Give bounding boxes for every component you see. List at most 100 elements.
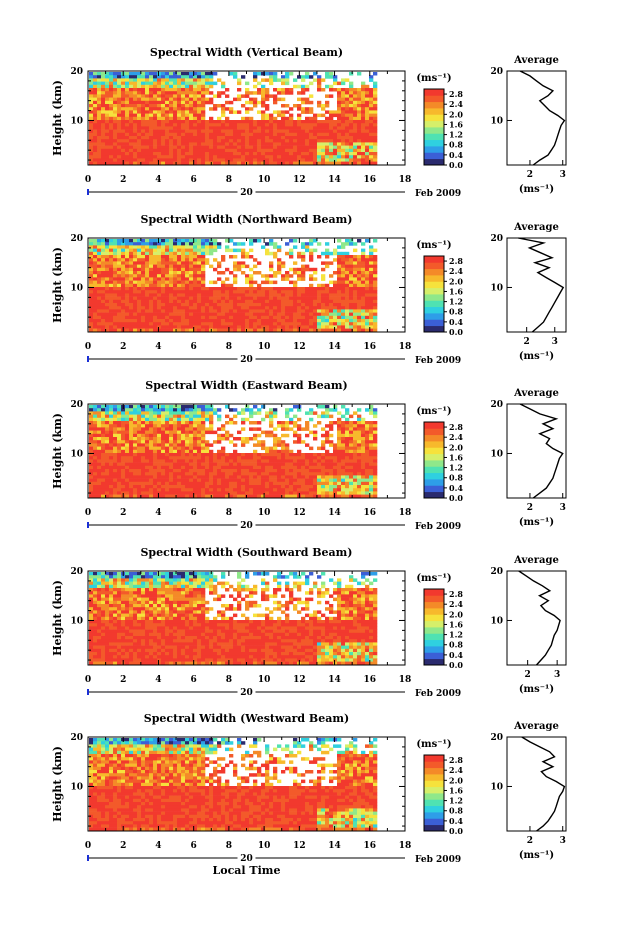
y-tick-label: 20	[70, 733, 83, 743]
x-tick-label: 2	[120, 175, 126, 185]
date-label-bg	[237, 186, 256, 196]
colorbar-swatch	[424, 306, 444, 314]
colorbar-tick-label: 2.8	[449, 256, 463, 266]
profile-x-label: (ms⁻¹)	[519, 517, 554, 528]
colorbar-swatch	[424, 108, 444, 115]
colorbar-tick-label: 2.8	[449, 755, 463, 765]
colorbar-tick-label: 2.4	[449, 432, 463, 442]
panel-title: Spectral Width (Eastward Beam)	[145, 379, 347, 392]
profile-title: Average	[513, 388, 559, 399]
colorbar-tick-label: 0.0	[449, 493, 463, 503]
colorbar-swatch	[424, 434, 444, 442]
x-tick-label: 4	[155, 342, 161, 352]
colorbar-swatch	[424, 300, 444, 308]
colorbar-swatch	[424, 652, 444, 660]
profile-y-tick-label: 20	[490, 400, 503, 410]
x-tick-label: 6	[191, 342, 197, 352]
colorbar-swatch	[424, 158, 444, 166]
colorbar-swatch	[424, 101, 444, 109]
date-label: 20	[240, 521, 253, 531]
profile-y-tick-label: 20	[490, 234, 503, 244]
x-tick-label: 14	[328, 508, 341, 518]
x-tick-label: 18	[399, 675, 412, 685]
y-axis-label: Height (km)	[51, 580, 64, 656]
heatmap-field	[89, 239, 378, 333]
x-tick-label: 16	[364, 508, 377, 518]
colorbar-swatch	[424, 761, 444, 769]
x-tick-label: 18	[399, 841, 412, 851]
colorbar-tick-label: 0.8	[449, 307, 463, 317]
colorbar-tick-label: 0.0	[449, 826, 463, 836]
colorbar-swatch	[424, 460, 444, 467]
x-tick-label: 14	[328, 675, 341, 685]
colorbar-tick-label: 1.6	[449, 286, 463, 296]
x-tick-label: 12	[293, 508, 306, 518]
panel-5: Spectral Width (Westward Beam) 0 2 4 6 8 10 12 1…	[51, 712, 567, 877]
colorbar: (ms⁻¹) 2.82.42.01.61.20.80.40.0	[416, 739, 463, 836]
y-axis-label: Height (km)	[51, 80, 64, 156]
colorbar-swatch	[424, 818, 444, 826]
colorbar-tick-label: 0.8	[449, 640, 463, 650]
x-tick-label: 12	[293, 175, 306, 185]
profile-x-label: (ms⁻¹)	[519, 184, 554, 195]
profile-x-tick-label: 2	[527, 836, 533, 846]
x-tick-label: 16	[364, 675, 377, 685]
heatmap-field	[89, 572, 378, 666]
profile-x-tick-label: 2	[525, 670, 531, 680]
profile-y-tick-label: 10	[490, 782, 503, 792]
panel-1: Spectral Width (Vertical Beam) 0 2 4 6 8 10 12 1…	[51, 46, 567, 199]
colorbar: (ms⁻¹) 2.82.42.01.61.20.80.40.0	[416, 406, 463, 503]
panel-3: Spectral Width (Eastward Beam) 0 2 4 6 8 10 12 1…	[51, 379, 567, 532]
date-suffix: Feb 2009	[415, 356, 461, 366]
x-tick-label: 2	[120, 342, 126, 352]
y-tick-label: 20	[70, 400, 83, 410]
x-tick-label: 0	[85, 175, 91, 185]
profile-x-tick-label: 3	[552, 337, 558, 347]
y-tick-label: 10	[70, 449, 83, 459]
profile-y-tick-label: 10	[490, 449, 503, 459]
colorbar-swatch	[424, 287, 444, 295]
colorbar-swatch	[424, 786, 444, 794]
colorbar-tick-label: 1.2	[449, 297, 463, 307]
x-tick-label: 10	[258, 342, 271, 352]
colorbar-swatch	[424, 319, 444, 327]
colorbar-swatch	[424, 146, 444, 153]
x-tick-label: 0	[85, 675, 91, 685]
colorbar-tick-label: 1.6	[449, 619, 463, 629]
colorbar-swatch	[424, 774, 444, 781]
colorbar-swatch	[424, 812, 444, 819]
profile-frame	[506, 736, 567, 832]
colorbar-tick-label: 2.0	[449, 609, 463, 619]
colorbar-swatch	[424, 447, 444, 455]
x-tick-label: 10	[258, 175, 271, 185]
colorbar-swatch	[424, 627, 444, 634]
x-tick-label: 6	[191, 175, 197, 185]
x-axis-label: Local Time	[213, 864, 281, 877]
profile-frame	[506, 70, 567, 166]
y-axis-label: Height (km)	[51, 746, 64, 822]
colorbar-swatch	[424, 294, 444, 301]
y-axis-label: Height (km)	[51, 247, 64, 323]
colorbar-swatch	[424, 755, 444, 762]
x-tick-label: 4	[155, 841, 161, 851]
profile-x-tick-label: 3	[560, 170, 566, 180]
profile-y-tick-label: 10	[490, 616, 503, 626]
colorbar-tick-label: 2.8	[449, 89, 463, 99]
colorbar-swatch	[424, 268, 444, 276]
panel-title: Spectral Width (Southward Beam)	[140, 546, 352, 559]
colorbar-unit: (ms⁻¹)	[416, 73, 451, 84]
colorbar-tick-label: 0.0	[449, 327, 463, 337]
x-tick-label: 18	[399, 175, 412, 185]
colorbar-tick-label: 0.4	[449, 317, 463, 327]
colorbar-swatch	[424, 313, 444, 320]
profile-x-tick-label: 2	[527, 503, 533, 513]
profile-line	[521, 736, 566, 832]
date-suffix: Feb 2009	[415, 522, 461, 532]
x-tick-label: 8	[226, 841, 232, 851]
colorbar-swatch	[424, 601, 444, 609]
y-tick-label: 10	[70, 782, 83, 792]
colorbar-swatch	[424, 485, 444, 493]
x-tick-label: 12	[293, 675, 306, 685]
colorbar-tick-label: 0.4	[449, 816, 463, 826]
colorbar-tick-label: 0.8	[449, 140, 463, 150]
